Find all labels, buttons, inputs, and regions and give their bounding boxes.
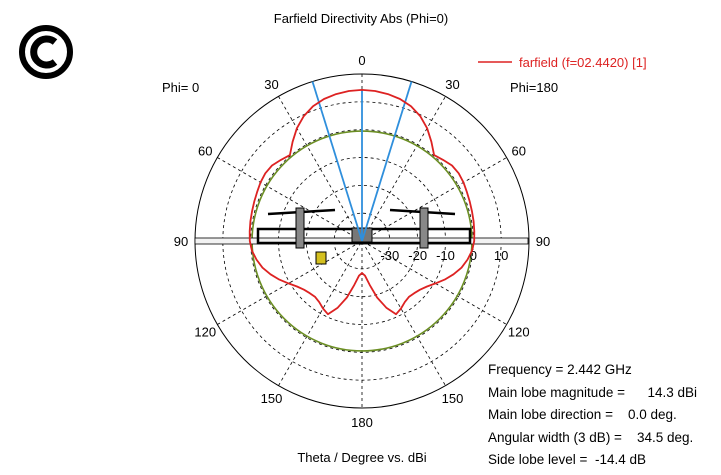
grid-spoke (217, 157, 507, 325)
antenna-post-left (295, 207, 305, 249)
info-angular-width: Angular width (3 dB) = 34.5 deg. (488, 429, 694, 445)
legend-label[interactable]: farfield (f=02.4420) [1] (519, 55, 647, 70)
info-panel: Frequency = 2.442 GHz Main lobe magnitud… (488, 359, 697, 472)
grid-spoke (278, 96, 446, 386)
radial-tick-label: 0 (470, 248, 477, 263)
angle-tick-label: 30 (445, 77, 459, 92)
grid-spoke (217, 157, 507, 325)
angle-tick-label: 0 (358, 53, 365, 68)
radial-tick-label: -30 (380, 248, 399, 263)
angle-tick-label: 150 (261, 391, 283, 406)
phi-left-label: Phi= 0 (162, 80, 199, 95)
beamwidth-line (361, 81, 413, 242)
angle-tick-labels: 0 30 60 90 120 150 180 30 60 90 120 150 (174, 53, 550, 430)
copyright-circle-icon (18, 25, 74, 84)
radial-tick-label: -10 (436, 248, 455, 263)
angle-tick-label: 120 (194, 325, 216, 340)
info-frequency: Frequency = 2.442 GHz (488, 362, 632, 377)
angle-tick-label: 180 (351, 415, 373, 430)
angle-tick-label: 150 (442, 391, 464, 406)
angle-tick-label: 120 (508, 325, 530, 340)
series-line-farfield (248, 89, 476, 316)
chart-title: Farfield Directivity Abs (Phi=0) (274, 11, 448, 26)
beamwidth-line (311, 81, 363, 242)
info-side-lobe-level: Side lobe level = -14.4 dB (488, 452, 646, 467)
antenna-connector (315, 251, 327, 265)
antenna-post-right (419, 207, 429, 249)
x-axis-label: Theta / Degree vs. dBi (297, 450, 426, 465)
radial-tick-label: -20 (408, 248, 427, 263)
antenna-model (194, 81, 529, 265)
info-main-lobe-direction: Main lobe direction = 0.0 deg. (488, 407, 677, 422)
series-group (248, 89, 476, 316)
angle-tick-label: 60 (198, 144, 212, 159)
radial-tick-labels: -30 -20 -10 0 10 (380, 248, 508, 263)
info-main-lobe-magnitude: Main lobe magnitude = 14.3 dBi (488, 384, 698, 400)
grid-spoke (278, 96, 446, 386)
radial-tick-label: 10 (494, 248, 508, 263)
angle-tick-label: 90 (174, 234, 188, 249)
angle-tick-label: 60 (512, 144, 526, 159)
angle-tick-label: 90 (536, 234, 550, 249)
phi-right-label: Phi=180 (510, 80, 558, 95)
angle-tick-label: 30 (264, 77, 278, 92)
